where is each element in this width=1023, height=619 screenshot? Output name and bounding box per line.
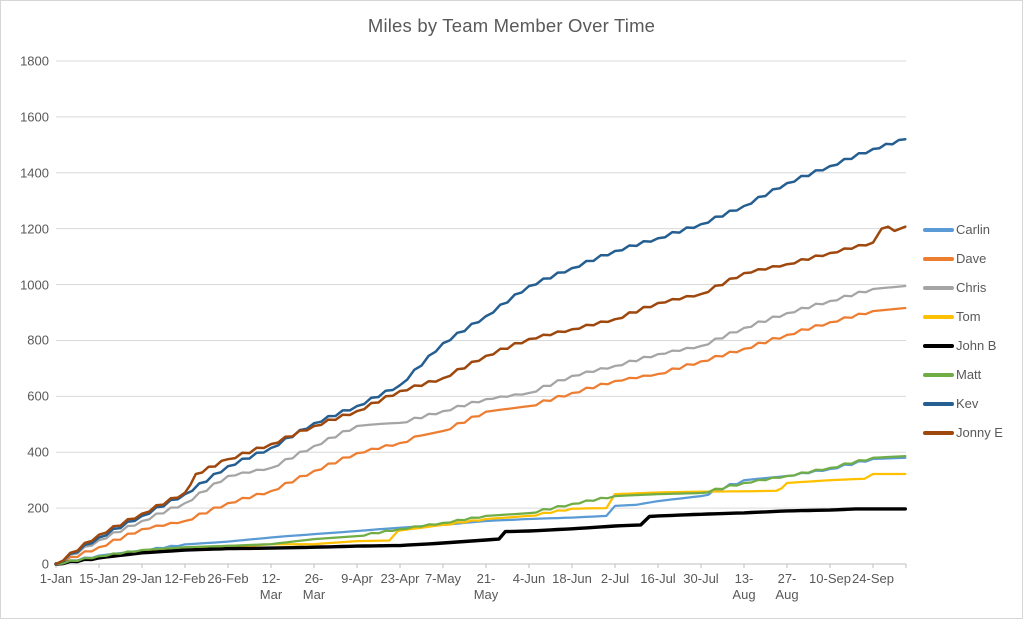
series-line-dave[interactable] <box>54 306 907 566</box>
series-line-jonny-e[interactable] <box>54 225 907 566</box>
x-axis-tick-label: 2-Jul <box>600 571 630 586</box>
x-axis-tick-label: 26- Mar <box>302 571 326 602</box>
legend-label: Chris <box>956 280 987 295</box>
legend-item-chris[interactable]: Chris <box>923 280 1021 295</box>
x-axis-tick-label: 15-Jan <box>79 571 119 586</box>
x-axis-tick-label: 21- May <box>473 571 499 602</box>
legend-label: Dave <box>956 251 987 266</box>
x-axis-tick-label: 24-Sep <box>852 571 894 586</box>
legend-item-matt[interactable]: Matt <box>923 367 1021 382</box>
y-axis-tick-label: 200 <box>27 500 49 516</box>
x-axis-tick-label: 16-Jul <box>640 571 676 586</box>
legend-label: Kev <box>956 396 979 411</box>
legend-item-carlin[interactable]: Carlin <box>923 222 1021 237</box>
x-axis-tick-label: 30-Jul <box>683 571 719 586</box>
series-line-matt[interactable] <box>54 454 907 566</box>
y-axis-tick-label: 0 <box>41 556 49 572</box>
y-axis-tick-label: 400 <box>27 444 49 460</box>
legend-item-kev[interactable]: Kev <box>923 396 1021 411</box>
x-axis-tick-label: 13- Aug <box>732 571 756 602</box>
x-axis-tick-label: 29-Jan <box>122 571 162 586</box>
y-axis-tick-label: 600 <box>27 388 49 404</box>
legend-line-swatch <box>923 430 954 435</box>
x-axis-tick-label: 9-Apr <box>341 571 373 586</box>
legend-line-swatch <box>923 343 954 348</box>
legend-label: John B <box>956 338 997 353</box>
x-axis-tick-label: 27- Aug <box>775 571 799 602</box>
series-line-chris[interactable] <box>54 284 907 566</box>
y-axis-tick-label: 1800 <box>20 53 49 69</box>
x-axis-tick-label: 23-Apr <box>380 571 420 586</box>
chart-title: Miles by Team Member Over Time <box>367 15 656 36</box>
legend-label: Matt <box>956 367 982 382</box>
x-axis-tick-label: 12-Feb <box>164 571 206 586</box>
x-axis-tick-label: 7-May <box>424 571 462 586</box>
y-axis-tick-label: 800 <box>27 332 49 348</box>
x-axis-tick-label: 4-Jun <box>512 571 546 586</box>
y-axis-tick-label: 1000 <box>20 277 49 293</box>
series-line-john-b[interactable] <box>54 507 907 566</box>
legend-label: Jonny E <box>956 425 1003 440</box>
x-axis-tick-label: 12- Mar <box>259 571 283 602</box>
legend-line-swatch <box>923 372 954 377</box>
legend-item-tom[interactable]: Tom <box>923 309 1021 324</box>
legend: Carlin Dave Chris Tom John B Matt Kev J <box>923 222 1021 440</box>
y-axis-tick-label: 1200 <box>20 221 49 237</box>
x-axis-tick-label: 10-Sep <box>809 571 851 586</box>
legend-label: Carlin <box>956 222 990 237</box>
legend-line-swatch <box>923 256 954 261</box>
y-axis-tick-label: 1600 <box>20 109 49 125</box>
x-axis-tick-label: 26-Feb <box>207 571 249 586</box>
legend-item-john-b[interactable]: John B <box>923 338 1021 353</box>
y-axis-tick-label: 1400 <box>20 165 49 181</box>
x-axis-tick-label: 18-Jun <box>552 571 592 586</box>
legend-label: Tom <box>956 309 981 324</box>
series-line-carlin[interactable] <box>54 456 907 566</box>
x-axis-tick-label: 1-Jan <box>39 571 73 586</box>
legend-line-swatch <box>923 227 954 232</box>
legend-line-swatch <box>923 314 954 319</box>
series-line-kev[interactable] <box>54 137 907 566</box>
legend-line-swatch <box>923 285 954 290</box>
legend-item-dave[interactable]: Dave <box>923 251 1021 266</box>
legend-item-jonny-e[interactable]: Jonny E <box>923 425 1021 440</box>
legend-line-swatch <box>923 401 954 406</box>
